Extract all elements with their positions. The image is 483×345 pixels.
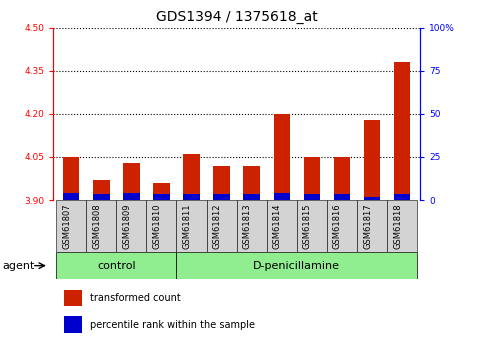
Bar bbox=[267, 200, 297, 252]
Text: percentile rank within the sample: percentile rank within the sample bbox=[90, 319, 255, 329]
Bar bbox=[93, 194, 110, 200]
Text: GSM61815: GSM61815 bbox=[303, 203, 312, 249]
Bar bbox=[183, 154, 200, 200]
Bar bbox=[64, 290, 83, 306]
Bar bbox=[116, 200, 146, 252]
Text: GSM61816: GSM61816 bbox=[333, 203, 342, 249]
Bar bbox=[153, 194, 170, 200]
Bar bbox=[86, 200, 116, 252]
Title: GDS1394 / 1375618_at: GDS1394 / 1375618_at bbox=[156, 10, 317, 24]
Text: GSM61810: GSM61810 bbox=[153, 203, 161, 249]
Bar bbox=[63, 157, 80, 200]
Bar bbox=[213, 194, 230, 200]
Bar bbox=[364, 197, 380, 200]
Bar bbox=[297, 200, 327, 252]
Bar bbox=[394, 62, 411, 200]
Bar bbox=[243, 194, 260, 200]
Bar bbox=[183, 194, 200, 200]
Bar bbox=[273, 114, 290, 200]
Bar bbox=[334, 194, 350, 200]
Bar bbox=[123, 194, 140, 200]
Bar bbox=[123, 163, 140, 200]
Text: GSM61809: GSM61809 bbox=[122, 203, 131, 249]
Bar bbox=[64, 316, 83, 333]
Bar bbox=[334, 157, 350, 200]
Bar bbox=[357, 200, 387, 252]
Bar bbox=[364, 120, 380, 200]
Bar bbox=[146, 200, 176, 252]
Bar bbox=[213, 166, 230, 200]
Text: D-penicillamine: D-penicillamine bbox=[254, 261, 341, 270]
Text: GSM61817: GSM61817 bbox=[363, 203, 372, 249]
Bar bbox=[243, 166, 260, 200]
Bar bbox=[176, 252, 417, 279]
Text: GSM61807: GSM61807 bbox=[62, 203, 71, 249]
Bar bbox=[153, 183, 170, 200]
Text: GSM61812: GSM61812 bbox=[213, 203, 222, 249]
Bar bbox=[394, 194, 411, 200]
Text: GSM61814: GSM61814 bbox=[273, 203, 282, 249]
Bar bbox=[273, 194, 290, 200]
Text: GSM61818: GSM61818 bbox=[393, 203, 402, 249]
Text: agent: agent bbox=[3, 261, 35, 270]
Bar bbox=[304, 194, 320, 200]
Text: GSM61808: GSM61808 bbox=[92, 203, 101, 249]
Bar bbox=[63, 193, 80, 200]
Text: control: control bbox=[97, 261, 136, 270]
Bar bbox=[176, 200, 207, 252]
Bar bbox=[207, 200, 237, 252]
Bar bbox=[327, 200, 357, 252]
Bar bbox=[387, 200, 417, 252]
Bar bbox=[93, 180, 110, 200]
Text: transformed count: transformed count bbox=[90, 293, 181, 303]
Text: GSM61811: GSM61811 bbox=[183, 203, 192, 249]
Bar bbox=[237, 200, 267, 252]
Text: GSM61813: GSM61813 bbox=[243, 203, 252, 249]
Bar bbox=[304, 157, 320, 200]
Bar bbox=[56, 200, 86, 252]
Bar bbox=[56, 252, 176, 279]
